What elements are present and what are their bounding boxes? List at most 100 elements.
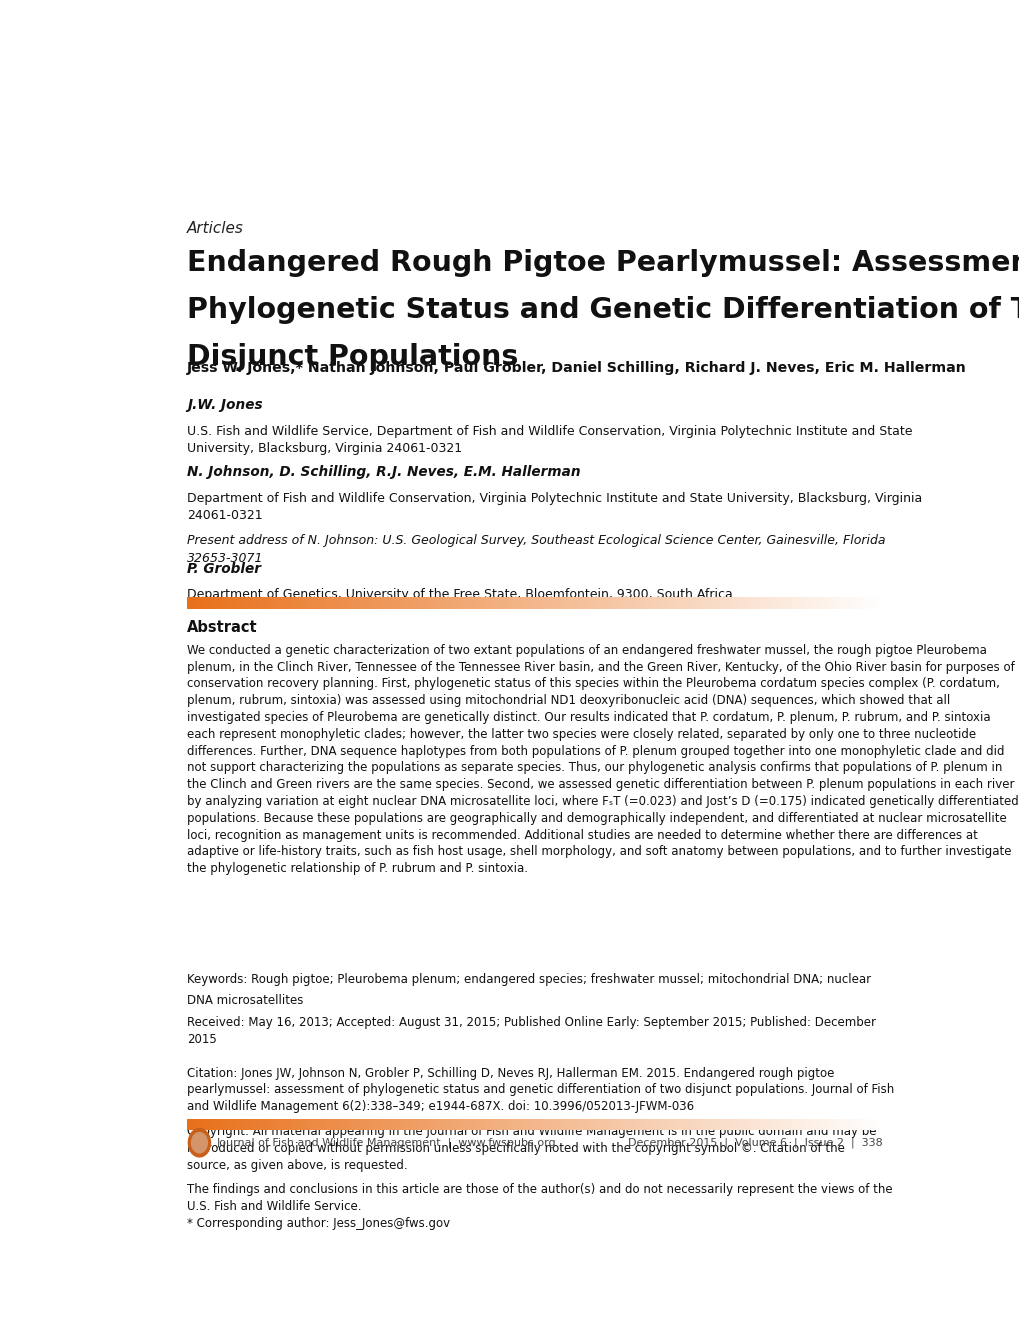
- Bar: [532, 597, 534, 610]
- Bar: [469, 597, 472, 610]
- Bar: [565, 1119, 567, 1130]
- Bar: [319, 597, 321, 610]
- Bar: [341, 1119, 344, 1130]
- Bar: [252, 1119, 254, 1130]
- Bar: [245, 597, 247, 610]
- Bar: [270, 597, 272, 610]
- Bar: [504, 597, 506, 610]
- Bar: [729, 1119, 731, 1130]
- Bar: [223, 1119, 226, 1130]
- Bar: [437, 1119, 439, 1130]
- Bar: [335, 1119, 337, 1130]
- Bar: [592, 1119, 594, 1130]
- Text: December 2015  |  Volume 6  |  Issue 2  |  338: December 2015 | Volume 6 | Issue 2 | 338: [627, 1138, 881, 1148]
- Bar: [798, 597, 801, 610]
- Bar: [367, 1119, 370, 1130]
- Bar: [356, 1119, 358, 1130]
- Bar: [210, 1119, 212, 1130]
- Text: * Corresponding author: Jess_Jones@fws.gov: * Corresponding author: Jess_Jones@fws.g…: [186, 1217, 449, 1230]
- Text: Disjunct Populations: Disjunct Populations: [186, 342, 518, 370]
- Bar: [474, 1119, 476, 1130]
- Bar: [198, 1119, 201, 1130]
- Bar: [219, 597, 221, 610]
- Bar: [370, 1119, 372, 1130]
- Bar: [458, 597, 460, 610]
- Bar: [650, 597, 652, 610]
- Bar: [703, 1119, 705, 1130]
- Text: Endangered Rough Pigtoe Pearlymussel: Assessment of: Endangered Rough Pigtoe Pearlymussel: As…: [186, 249, 1019, 278]
- Bar: [460, 1119, 463, 1130]
- Bar: [501, 597, 504, 610]
- Bar: [594, 1119, 597, 1130]
- Bar: [729, 597, 731, 610]
- Bar: [321, 597, 323, 610]
- Bar: [284, 597, 286, 610]
- Bar: [520, 597, 523, 610]
- Bar: [687, 597, 689, 610]
- Bar: [590, 1119, 592, 1130]
- Circle shape: [189, 1129, 210, 1156]
- Bar: [228, 1119, 230, 1130]
- Bar: [448, 597, 450, 610]
- Bar: [719, 1119, 721, 1130]
- Bar: [578, 597, 581, 610]
- Bar: [603, 1119, 606, 1130]
- Bar: [645, 597, 648, 610]
- Bar: [455, 1119, 458, 1130]
- Bar: [344, 1119, 346, 1130]
- Bar: [298, 1119, 301, 1130]
- Bar: [307, 1119, 310, 1130]
- Bar: [425, 597, 428, 610]
- Bar: [780, 1119, 782, 1130]
- Bar: [842, 597, 845, 610]
- Bar: [210, 597, 212, 610]
- Bar: [756, 1119, 759, 1130]
- Bar: [606, 597, 608, 610]
- Bar: [583, 597, 585, 610]
- Bar: [226, 597, 228, 610]
- Bar: [399, 1119, 403, 1130]
- Bar: [812, 597, 814, 610]
- Bar: [765, 597, 768, 610]
- Bar: [275, 1119, 277, 1130]
- Bar: [725, 1119, 727, 1130]
- Bar: [469, 1119, 472, 1130]
- Bar: [312, 597, 314, 610]
- Bar: [189, 1119, 192, 1130]
- Bar: [434, 1119, 437, 1130]
- Bar: [290, 1119, 293, 1130]
- Bar: [620, 597, 623, 610]
- Bar: [738, 597, 740, 610]
- Bar: [414, 597, 416, 610]
- Bar: [782, 1119, 785, 1130]
- Bar: [740, 597, 743, 610]
- Bar: [629, 1119, 632, 1130]
- Text: Abstract: Abstract: [186, 620, 257, 636]
- Bar: [476, 1119, 479, 1130]
- Bar: [250, 1119, 252, 1130]
- Bar: [870, 1119, 872, 1130]
- Bar: [518, 1119, 520, 1130]
- Bar: [854, 1119, 856, 1130]
- Bar: [599, 1119, 601, 1130]
- Bar: [483, 1119, 485, 1130]
- Bar: [514, 1119, 516, 1130]
- Bar: [608, 1119, 610, 1130]
- Bar: [710, 1119, 712, 1130]
- Bar: [208, 597, 210, 610]
- Bar: [237, 597, 239, 610]
- Bar: [668, 597, 671, 610]
- Bar: [789, 1119, 791, 1130]
- Bar: [731, 597, 734, 610]
- Bar: [205, 1119, 208, 1130]
- Bar: [288, 1119, 290, 1130]
- Bar: [494, 597, 497, 610]
- Bar: [323, 597, 326, 610]
- Bar: [787, 1119, 789, 1130]
- Bar: [823, 597, 826, 610]
- Bar: [740, 1119, 743, 1130]
- Bar: [719, 597, 721, 610]
- Bar: [323, 1119, 326, 1130]
- Bar: [490, 597, 492, 610]
- Bar: [708, 597, 710, 610]
